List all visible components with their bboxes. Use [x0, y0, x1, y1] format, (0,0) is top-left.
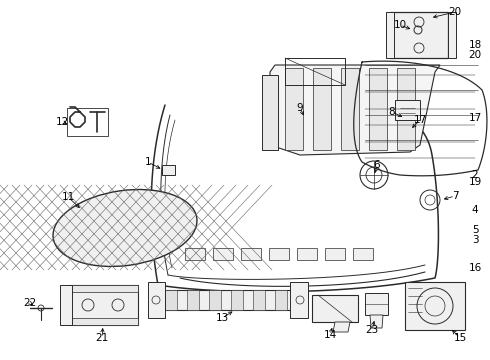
- Polygon shape: [262, 75, 278, 150]
- Text: 8: 8: [389, 107, 395, 117]
- Polygon shape: [325, 248, 345, 260]
- Polygon shape: [312, 295, 358, 322]
- Polygon shape: [386, 12, 394, 58]
- Text: 7: 7: [452, 191, 458, 201]
- Polygon shape: [165, 290, 177, 310]
- Text: 1: 1: [145, 157, 151, 167]
- Polygon shape: [290, 282, 308, 318]
- Text: 15: 15: [453, 333, 466, 343]
- Polygon shape: [231, 290, 243, 310]
- Polygon shape: [209, 290, 221, 310]
- Polygon shape: [405, 282, 465, 330]
- Polygon shape: [341, 68, 359, 150]
- Text: 20: 20: [468, 50, 482, 60]
- Polygon shape: [241, 248, 261, 260]
- Polygon shape: [285, 68, 303, 150]
- Text: 2: 2: [472, 170, 478, 180]
- Polygon shape: [353, 248, 373, 260]
- Polygon shape: [162, 165, 175, 175]
- Text: 22: 22: [24, 298, 37, 308]
- Polygon shape: [448, 12, 456, 58]
- Polygon shape: [275, 290, 287, 310]
- Text: 19: 19: [468, 177, 482, 187]
- Polygon shape: [413, 35, 423, 52]
- Polygon shape: [187, 290, 199, 310]
- Polygon shape: [60, 285, 72, 325]
- Text: 12: 12: [55, 117, 69, 127]
- Polygon shape: [155, 290, 295, 310]
- Text: 11: 11: [61, 192, 74, 202]
- Polygon shape: [148, 282, 165, 318]
- Polygon shape: [68, 285, 138, 325]
- Text: 13: 13: [216, 313, 229, 323]
- Text: 17: 17: [414, 115, 427, 125]
- Text: 6: 6: [374, 160, 380, 170]
- Polygon shape: [185, 248, 205, 260]
- Polygon shape: [253, 290, 265, 310]
- Polygon shape: [333, 322, 350, 332]
- Text: 17: 17: [468, 113, 482, 123]
- Text: 10: 10: [393, 20, 407, 30]
- Text: 21: 21: [96, 333, 109, 343]
- Polygon shape: [390, 12, 448, 58]
- Text: 4: 4: [472, 205, 478, 215]
- Polygon shape: [213, 248, 233, 260]
- Text: 9: 9: [296, 103, 303, 113]
- Text: 5: 5: [472, 225, 478, 235]
- Text: 18: 18: [468, 40, 482, 50]
- Polygon shape: [269, 248, 289, 260]
- Text: 23: 23: [366, 325, 379, 335]
- Polygon shape: [365, 293, 388, 315]
- Polygon shape: [313, 68, 331, 150]
- Polygon shape: [68, 318, 138, 325]
- Polygon shape: [370, 315, 383, 328]
- Ellipse shape: [53, 189, 197, 266]
- Text: 20: 20: [448, 7, 462, 17]
- Text: 14: 14: [323, 330, 337, 340]
- Polygon shape: [397, 68, 415, 150]
- Polygon shape: [369, 68, 387, 150]
- Text: 16: 16: [468, 263, 482, 273]
- Polygon shape: [395, 100, 420, 120]
- Text: 3: 3: [472, 235, 478, 245]
- Polygon shape: [297, 248, 317, 260]
- Polygon shape: [270, 65, 440, 155]
- Polygon shape: [68, 285, 138, 292]
